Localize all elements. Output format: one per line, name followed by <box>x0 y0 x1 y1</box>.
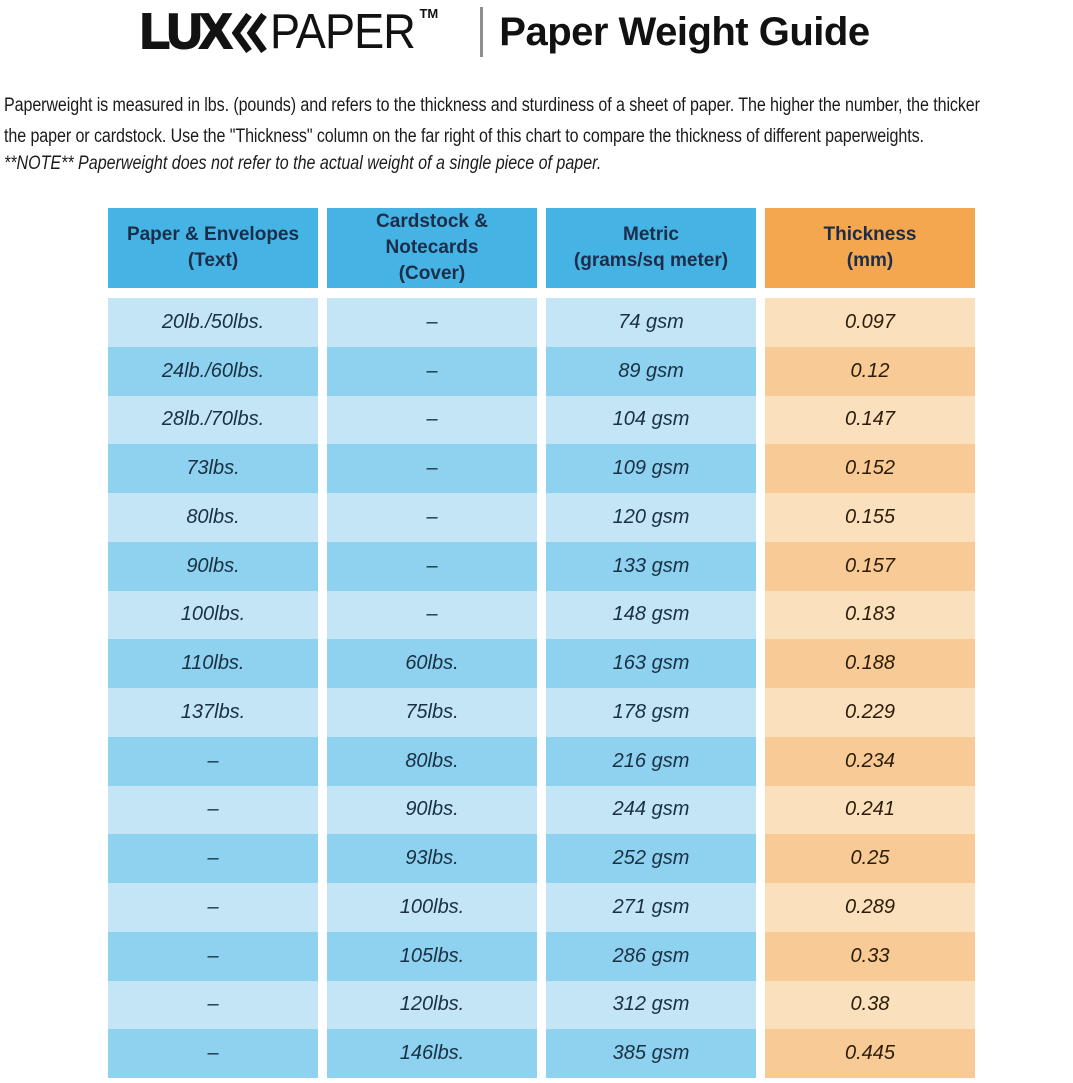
table-cell: – <box>327 541 537 591</box>
column-header-label: Paper & Envelopes <box>126 224 300 245</box>
table-cell: 0.183 <box>765 590 975 640</box>
table-cell: – <box>327 590 537 640</box>
logo-double-chevron-icon <box>232 13 267 53</box>
table-cell: – <box>108 736 318 786</box>
table-cell: 0.12 <box>765 346 975 396</box>
table-cell: 178 gsm <box>546 688 756 737</box>
column-header-sublabel: (grams/sq meter) <box>573 250 729 271</box>
table-cell: 0.155 <box>765 493 975 542</box>
table-cell: 75lbs. <box>327 688 537 737</box>
column-header-1: Paper & Envelopes (Text) <box>108 208 318 288</box>
table-cell: 0.289 <box>765 883 975 932</box>
table-cell: 148 gsm <box>546 590 756 640</box>
table-cell: 137lbs. <box>108 688 318 737</box>
table-cell: – <box>327 346 537 396</box>
intro-paragraph: Paperweight is measured in lbs. (pounds)… <box>4 90 980 152</box>
table-cell: 0.38 <box>765 980 975 1030</box>
table-cell: 133 gsm <box>546 541 756 591</box>
table-cell: 385 gsm <box>546 1029 756 1078</box>
trademark-symbol: TM <box>419 6 439 21</box>
table-cell: 252 gsm <box>546 834 756 883</box>
table-cell: 244 gsm <box>546 785 756 835</box>
table-cell: 163 gsm <box>546 639 756 688</box>
table-cell: 216 gsm <box>546 736 756 786</box>
table-cell: 24lb./60lbs. <box>108 346 318 396</box>
lux-paper-logo: LUX PAPER TM <box>139 4 439 60</box>
column-header-sublabel: (Text) <box>187 250 239 271</box>
table-cell: – <box>108 883 318 932</box>
table-cell: – <box>327 493 537 542</box>
table-cell: – <box>327 444 537 493</box>
table-cell: – <box>108 980 318 1030</box>
column-header-4: Thickness (mm) <box>765 208 975 288</box>
column-header-2: Cardstock & Notecards (Cover) <box>327 208 537 288</box>
table-cell: 271 gsm <box>546 883 756 932</box>
table-cell: 0.188 <box>765 639 975 688</box>
column-header-sublabel: (Cover) <box>398 263 466 284</box>
table-cell: 90lbs. <box>108 541 318 591</box>
table-cell: 80lbs. <box>327 736 537 786</box>
table-cell: 312 gsm <box>546 980 756 1030</box>
table-cell: 0.147 <box>765 395 975 445</box>
table-cell: 90lbs. <box>327 785 537 835</box>
logo-lux-text: LUX <box>139 4 233 60</box>
table-cell: 120lbs. <box>327 980 537 1030</box>
table-cell: 93lbs. <box>327 834 537 883</box>
table-cell: 80lbs. <box>108 493 318 542</box>
column-header-sublabel: (mm) <box>846 250 894 271</box>
table-cell: 104 gsm <box>546 395 756 445</box>
table-cell: 20lb./50lbs. <box>108 298 318 347</box>
table-cell: – <box>327 298 537 347</box>
column-header-label: Metric <box>623 224 679 245</box>
table-cell: 0.33 <box>765 931 975 981</box>
table-header-row: Paper & Envelopes (Text) Cardstock & Notec… <box>108 208 975 288</box>
table-cell: – <box>108 834 318 883</box>
page-title: Paper Weight Guide <box>499 9 870 54</box>
table-cell: 100lbs. <box>108 590 318 640</box>
column-header-label: Cardstock & Notecards <box>376 211 488 258</box>
table-cell: 0.229 <box>765 688 975 737</box>
table-cell: 0.234 <box>765 736 975 786</box>
table-cell: 109 gsm <box>546 444 756 493</box>
header-divider <box>480 7 484 57</box>
table-cell: 73lbs. <box>108 444 318 493</box>
note-text: **NOTE** Paperweight does not refer to t… <box>4 153 602 174</box>
table-cell: 105lbs. <box>327 931 537 981</box>
table-cell: – <box>108 1029 318 1078</box>
table-cell: 0.152 <box>765 444 975 493</box>
table-cell: 28lb./70lbs. <box>108 395 318 445</box>
table-cell: 0.445 <box>765 1029 975 1078</box>
table-cell: 0.157 <box>765 541 975 591</box>
table-cell: 60lbs. <box>327 639 537 688</box>
table-cell: 0.097 <box>765 298 975 347</box>
header: LUX PAPER TM Paper Weight Guide <box>139 4 870 60</box>
table-cell: 89 gsm <box>546 346 756 396</box>
logo-paper-text: PAPER <box>270 5 416 59</box>
paper-weight-table: Paper & Envelopes (Text) Cardstock & Notec… <box>108 208 975 1078</box>
column-header-label: Thickness <box>823 224 917 245</box>
table-cell: – <box>327 395 537 445</box>
table-body: 20lb./50lbs. –74 gsm 0.097 24lb./60lbs. –89 … <box>108 298 975 1078</box>
table-cell: 120 gsm <box>546 493 756 542</box>
table-cell: 100lbs. <box>327 883 537 932</box>
table-cell: 0.25 <box>765 834 975 883</box>
intro-line-2: the paper or cardstock. Use the "Thickne… <box>4 126 924 147</box>
table-cell: – <box>108 785 318 835</box>
table-cell: 74 gsm <box>546 298 756 347</box>
intro-line-1: Paperweight is measured in lbs. (pounds)… <box>4 95 980 116</box>
table-cell: – <box>108 931 318 981</box>
table-cell: 286 gsm <box>546 931 756 981</box>
column-header-3: Metric (grams/sq meter) <box>546 208 756 288</box>
table-cell: 110lbs. <box>108 639 318 688</box>
table-cell: 146lbs. <box>327 1029 537 1078</box>
table-cell: 0.241 <box>765 785 975 835</box>
